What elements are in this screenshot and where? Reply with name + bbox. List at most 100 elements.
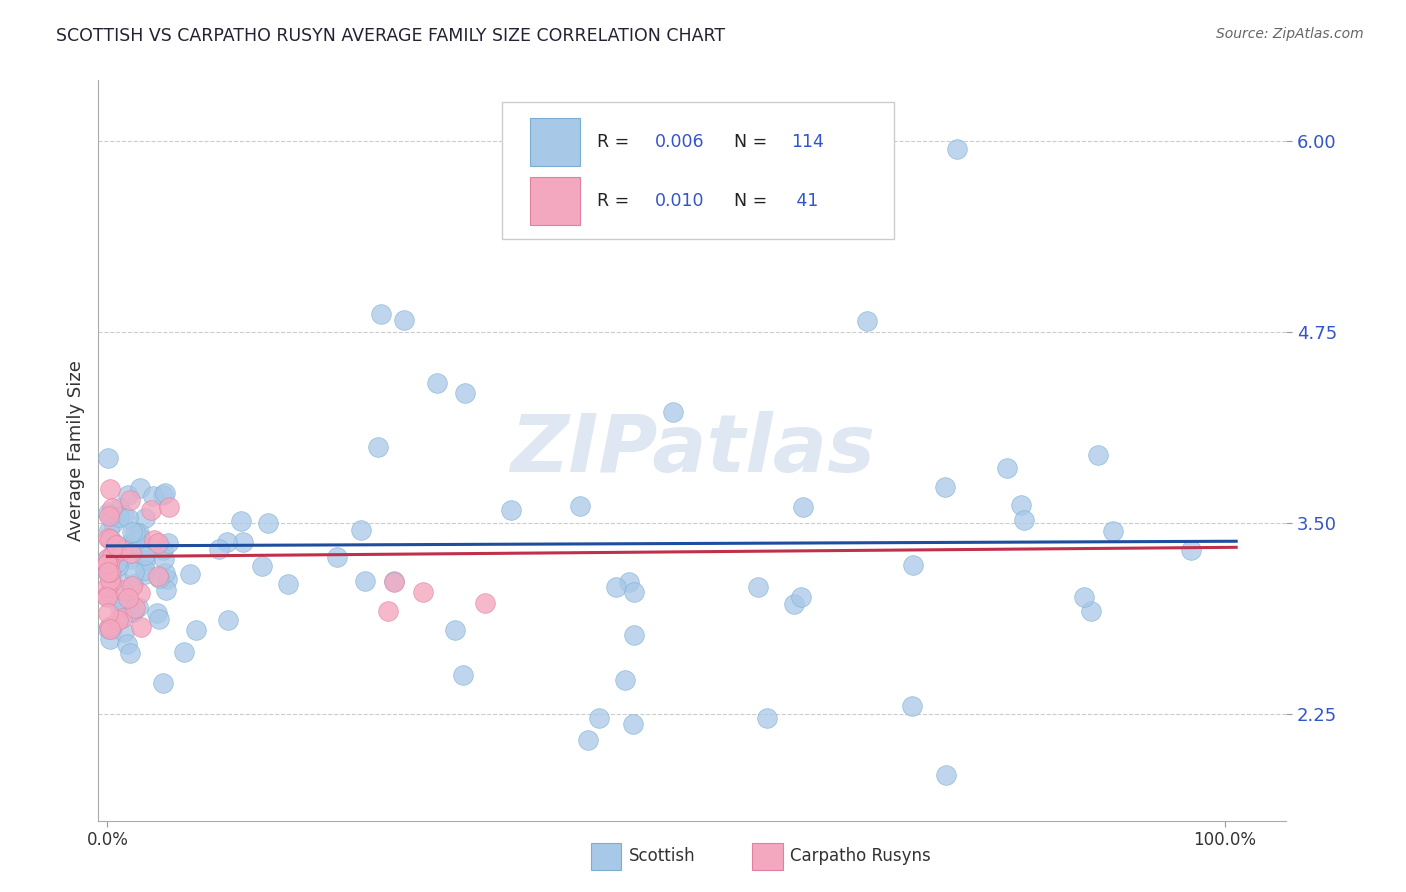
Point xyxy=(134,553,156,567)
Point xyxy=(117,511,139,525)
Point xyxy=(501,503,523,517)
Point xyxy=(100,574,122,589)
Point xyxy=(148,571,170,585)
Point xyxy=(474,595,496,609)
Point xyxy=(934,480,956,494)
Point xyxy=(153,552,176,566)
Text: 0.006: 0.006 xyxy=(654,133,704,151)
Point xyxy=(790,591,813,605)
Point xyxy=(101,549,124,563)
Point xyxy=(121,524,143,539)
Point xyxy=(108,599,131,614)
Point xyxy=(382,575,405,590)
Point xyxy=(782,597,804,611)
Point xyxy=(623,628,645,642)
Point xyxy=(111,597,134,611)
Point xyxy=(100,565,122,579)
Point xyxy=(127,599,149,614)
Point xyxy=(605,580,627,594)
Point xyxy=(98,622,121,636)
Point xyxy=(98,483,121,497)
Point xyxy=(152,488,174,502)
Point xyxy=(384,574,406,588)
Point xyxy=(101,619,124,633)
Point xyxy=(128,526,150,541)
Point xyxy=(134,510,156,524)
Point xyxy=(120,546,142,560)
Point xyxy=(426,376,449,390)
Point xyxy=(129,531,152,545)
Point xyxy=(120,551,142,566)
Point xyxy=(107,500,129,515)
Point xyxy=(97,523,120,537)
Point xyxy=(124,601,146,615)
Text: 0.010: 0.010 xyxy=(654,192,704,210)
Point xyxy=(101,565,124,579)
Text: N =: N = xyxy=(734,192,773,210)
Point xyxy=(117,591,139,606)
Point xyxy=(901,699,924,714)
Point xyxy=(128,586,150,600)
Point xyxy=(568,500,591,514)
Point xyxy=(96,590,118,604)
Point xyxy=(755,711,778,725)
Point xyxy=(935,768,957,782)
Point xyxy=(152,543,174,558)
Point xyxy=(97,450,120,465)
Text: Source: ZipAtlas.com: Source: ZipAtlas.com xyxy=(1216,27,1364,41)
Point xyxy=(105,538,128,552)
Point xyxy=(97,566,120,580)
Point xyxy=(277,577,299,591)
Point xyxy=(141,489,163,503)
Point xyxy=(412,584,434,599)
Point xyxy=(134,541,156,555)
Point xyxy=(98,632,121,646)
Text: 114: 114 xyxy=(792,133,824,151)
Point xyxy=(232,535,254,549)
Point xyxy=(614,673,637,688)
Point xyxy=(662,405,685,419)
Point xyxy=(153,486,176,500)
Point xyxy=(588,711,610,725)
Point xyxy=(97,506,120,520)
Point xyxy=(995,461,1018,475)
Point xyxy=(856,314,879,328)
Point xyxy=(576,732,599,747)
Text: R =: R = xyxy=(598,192,636,210)
Point xyxy=(148,569,170,583)
Point xyxy=(217,613,239,627)
Point xyxy=(96,557,118,571)
Point xyxy=(326,550,349,565)
Point xyxy=(129,620,152,634)
Point xyxy=(141,503,163,517)
Point xyxy=(134,563,156,577)
Text: 41: 41 xyxy=(792,192,818,210)
Point xyxy=(100,500,122,515)
Point xyxy=(623,585,645,599)
Point xyxy=(111,611,134,625)
Point xyxy=(444,623,467,637)
Point xyxy=(96,552,118,566)
Point xyxy=(118,646,141,660)
Text: N =: N = xyxy=(734,133,773,151)
Point xyxy=(101,509,124,524)
Point xyxy=(207,542,229,557)
Point xyxy=(122,535,145,549)
Point xyxy=(134,566,156,581)
Point xyxy=(1180,543,1202,558)
Point xyxy=(1073,591,1095,605)
Point xyxy=(104,551,127,566)
Point xyxy=(377,604,399,618)
Point xyxy=(108,510,131,524)
Point xyxy=(370,307,392,321)
Point xyxy=(103,548,125,562)
Point xyxy=(97,622,120,636)
Point xyxy=(100,532,122,546)
Point xyxy=(96,590,118,604)
Y-axis label: Average Family Size: Average Family Size xyxy=(66,360,84,541)
Point xyxy=(124,524,146,539)
Bar xyxy=(530,177,579,225)
Point xyxy=(108,573,131,587)
Point xyxy=(97,551,120,566)
Point xyxy=(120,605,142,619)
